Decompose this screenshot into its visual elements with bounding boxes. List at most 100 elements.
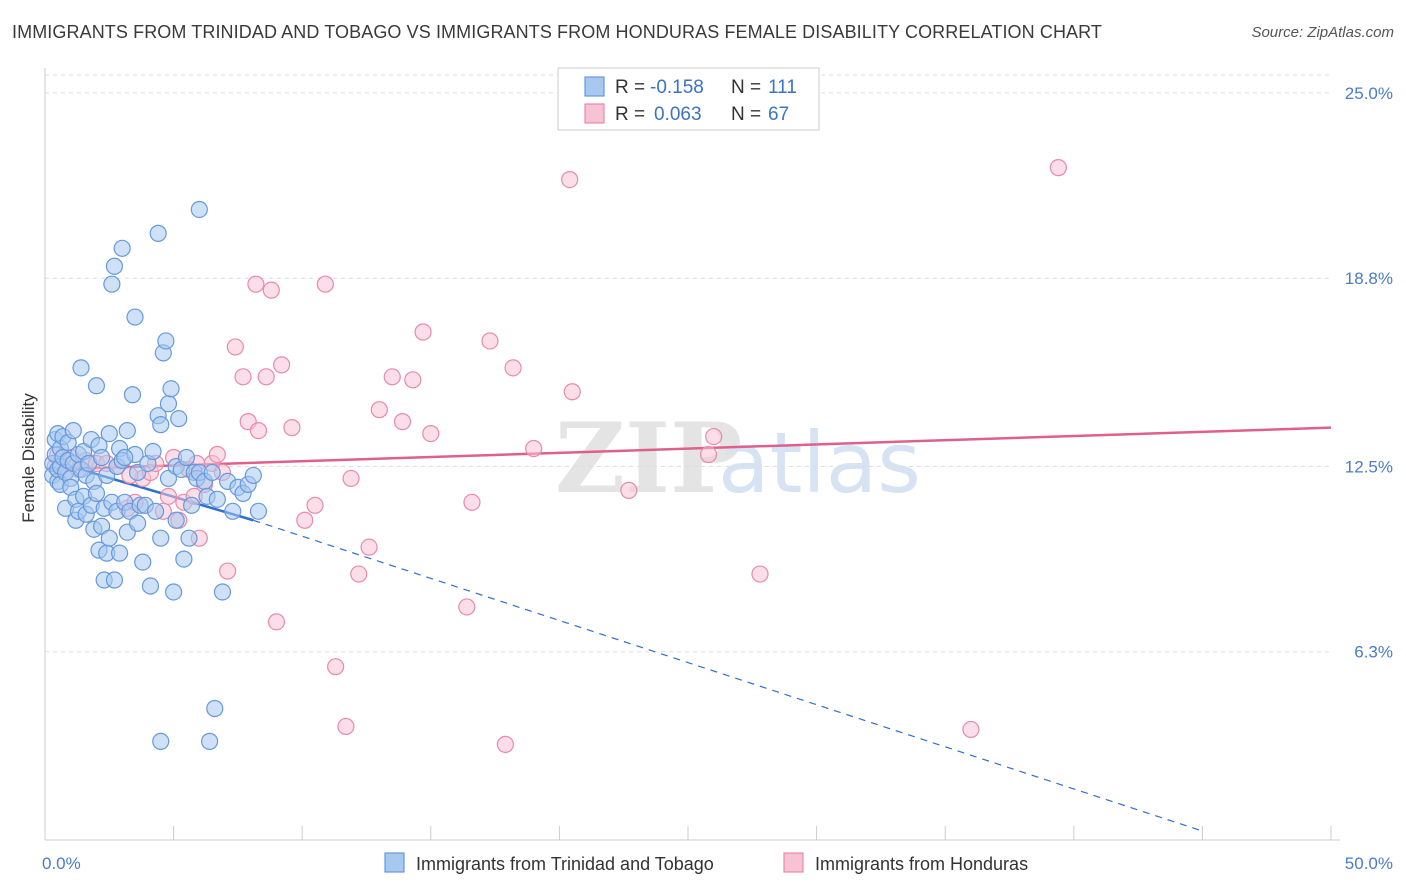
pink-point — [247, 275, 265, 293]
blue-point — [152, 529, 170, 547]
series-legend-swatch-blue — [384, 852, 405, 873]
legend-n-value-1: 111 — [768, 77, 797, 98]
legend-r-value-2: 0.063 — [654, 104, 702, 125]
blue-point — [165, 583, 183, 601]
pink-point — [504, 359, 522, 377]
pink-trend-line — [50, 426, 1332, 471]
pink-point — [306, 496, 324, 514]
source-label: Source: ZipAtlas.com — [1251, 24, 1394, 41]
series-legend-label-blue: Immigrants from Trinidad and Tobago — [416, 854, 714, 874]
blue-point — [213, 583, 232, 601]
pink-point — [283, 419, 301, 437]
blue-point — [144, 442, 162, 461]
pink-point — [422, 424, 440, 443]
blue-point — [203, 463, 221, 482]
blue-point — [87, 484, 106, 502]
pink-point — [404, 371, 422, 389]
blue-point — [224, 502, 242, 520]
blue-point — [118, 422, 136, 440]
blue-point — [157, 332, 175, 350]
blue-point — [159, 395, 178, 413]
pink-point — [1049, 159, 1067, 177]
pink-point — [393, 413, 412, 431]
chart-title: IMMIGRANTS FROM TRINIDAD AND TOBAGO VS I… — [12, 22, 1103, 42]
pink-point — [370, 401, 388, 419]
pink-point — [337, 717, 355, 736]
blue-point — [105, 571, 124, 589]
pink-point — [620, 481, 638, 499]
blue-point — [123, 386, 142, 404]
pink-point — [316, 275, 334, 293]
blue-point — [92, 448, 111, 467]
blue-point — [177, 448, 196, 467]
legend-r-value-1: -0.158 — [650, 77, 704, 98]
blue-point — [149, 224, 167, 242]
legend-r-label-1: R = — [615, 77, 645, 98]
y-tick-label: 18.8% — [1345, 269, 1393, 288]
blue-point — [92, 517, 111, 535]
pink-point — [249, 422, 268, 440]
pink-point — [262, 281, 280, 299]
legend-r-label-2: R = — [615, 104, 645, 125]
pink-point — [257, 368, 275, 386]
pink-point — [350, 565, 368, 583]
blue-point — [206, 699, 224, 718]
x-tick-label-max: 50.0% — [1345, 854, 1393, 873]
blue-point — [208, 490, 226, 508]
tick-labels: 6.3% 12.5% 18.8% 25.0% 0.0% 50.0% — [42, 84, 1393, 873]
pink-point — [496, 735, 514, 753]
legend-n-value-2: 67 — [768, 104, 789, 125]
pink-point — [234, 368, 252, 386]
pink-point — [219, 562, 237, 580]
pink-point — [327, 658, 345, 676]
pink-point — [414, 323, 432, 341]
series-legend-swatch-pink — [783, 852, 804, 873]
blue-point — [105, 257, 124, 275]
blue-point — [87, 377, 106, 395]
pink-point — [342, 469, 360, 488]
pink-point — [463, 493, 481, 511]
blue-point — [72, 359, 90, 377]
pink-point — [383, 368, 401, 386]
blue-point — [100, 529, 118, 547]
pink-point — [159, 487, 178, 505]
blue-point — [146, 502, 165, 520]
blue-point — [170, 410, 188, 428]
pink-point — [458, 598, 476, 616]
blue-point — [126, 308, 144, 326]
blue-point — [116, 448, 134, 467]
blue-point — [113, 239, 131, 257]
pink-point — [273, 356, 291, 374]
blue-point — [244, 466, 262, 485]
legend-n-label-1: N = — [731, 77, 761, 98]
blue-point — [183, 496, 201, 514]
pink-point — [226, 338, 244, 356]
series-legend-label-pink: Immigrants from Honduras — [815, 854, 1028, 874]
pink-point — [208, 445, 226, 464]
grid-lines — [45, 74, 1331, 653]
blue-point — [110, 544, 129, 562]
blue-point — [134, 553, 152, 571]
blue-point — [175, 550, 193, 568]
pink-point — [481, 332, 499, 350]
blue-point — [152, 732, 170, 750]
blue-point — [152, 416, 170, 434]
pink-point — [296, 511, 314, 529]
blue-point — [141, 577, 160, 595]
blue-point — [159, 469, 178, 488]
y-tick-label: 6.3% — [1354, 643, 1393, 662]
pink-point — [705, 427, 723, 446]
axes — [44, 68, 1340, 841]
pink-point — [561, 170, 579, 189]
series-legend: Immigrants from Trinidad and Tobago Immi… — [384, 852, 1028, 874]
y-axis-title: Female Disability — [19, 393, 38, 523]
x-tick-label-min: 0.0% — [42, 854, 81, 873]
blue-point — [162, 380, 180, 398]
pink-point — [267, 613, 286, 631]
blue-point — [100, 424, 118, 443]
data-points — [44, 159, 1067, 753]
pink-point — [751, 565, 769, 583]
y-tick-label: 12.5% — [1345, 457, 1393, 476]
pink-point — [699, 445, 718, 464]
